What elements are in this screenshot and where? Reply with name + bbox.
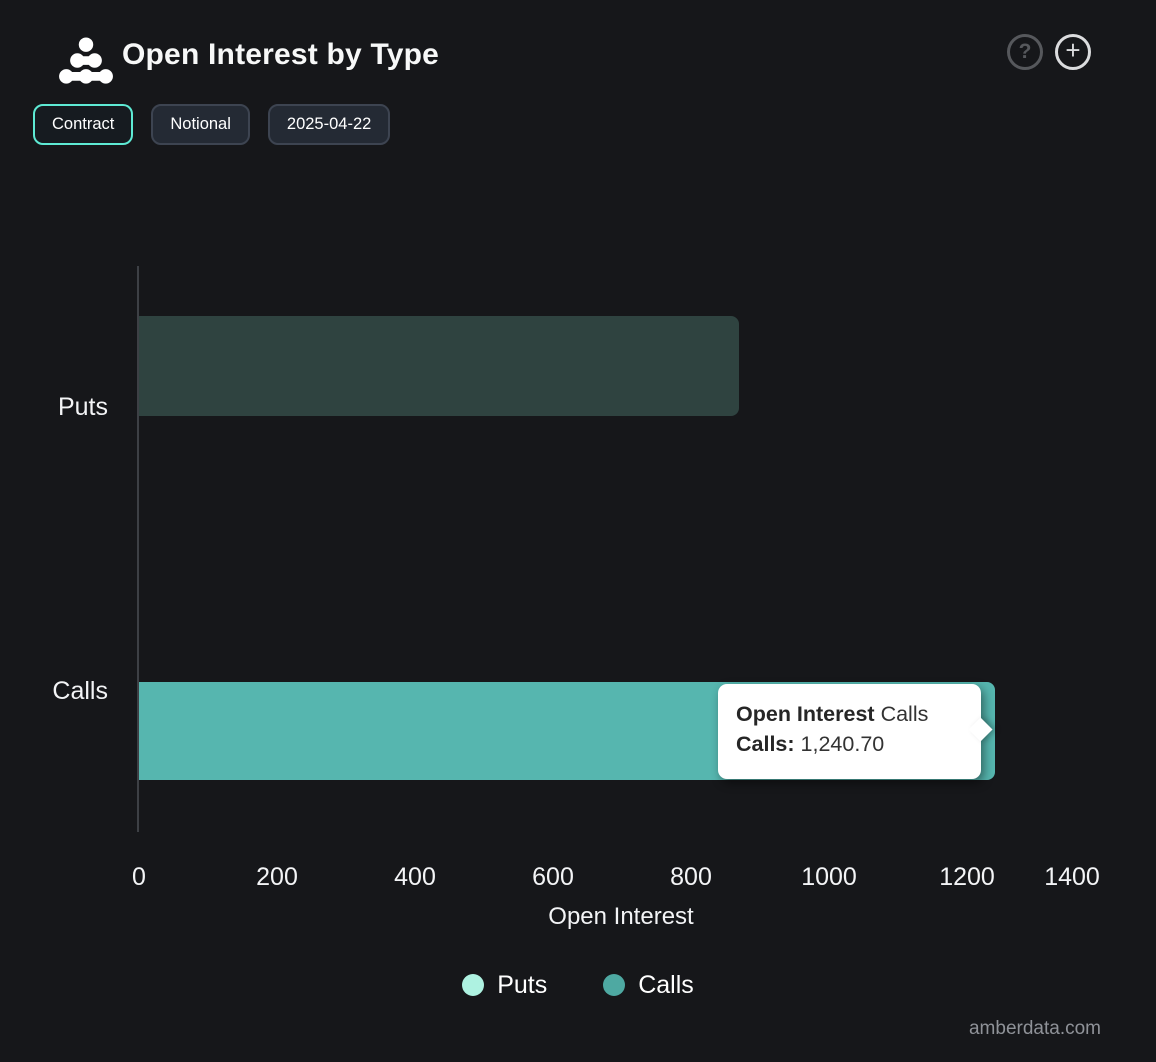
x-axis-tick: 200 — [256, 863, 298, 891]
x-axis-tick: 1000 — [801, 863, 857, 891]
amberdata-logo-icon — [59, 37, 113, 84]
y-axis-line — [137, 266, 139, 832]
tooltip-value: 1,240.70 — [800, 732, 885, 756]
chart-tooltip: Open Interest Calls Calls: 1,240.70 — [718, 684, 993, 779]
x-axis-tick: 400 — [394, 863, 436, 891]
date-filter-button[interactable]: 2025-04-22 — [267, 104, 391, 145]
category-label-puts: Puts — [57, 393, 108, 421]
contract-toggle-button[interactable]: Contract — [33, 104, 134, 145]
tooltip-series-name: Open Interest — [736, 702, 875, 726]
watermark: amberdata.com — [968, 1018, 1101, 1039]
notional-toggle-button[interactable]: Notional — [151, 104, 250, 145]
legend-label: Puts — [497, 971, 548, 999]
tooltip-value-row: Calls: 1,240.70 — [736, 729, 981, 759]
x-axis-title: Open Interest — [548, 903, 694, 930]
x-axis-tick: 600 — [532, 863, 574, 891]
legend-item-puts[interactable]: Puts — [462, 970, 547, 1000]
page-title: Open Interest by Type — [122, 38, 440, 71]
filter-button-group: Contract Notional 2025-04-22 — [33, 104, 391, 145]
x-axis-tick: 800 — [670, 863, 712, 891]
add-button[interactable]: + — [1055, 34, 1091, 70]
bar-puts[interactable] — [139, 316, 739, 416]
legend-dot-calls — [603, 974, 626, 996]
category-label-calls: Calls — [52, 677, 108, 705]
legend-item-calls[interactable]: Calls — [603, 970, 694, 1000]
help-button[interactable]: ? — [1007, 34, 1043, 70]
tooltip-value-label: Calls: — [736, 732, 795, 756]
x-axis-tick: 0 — [132, 863, 146, 891]
question-mark-icon: ? — [1018, 40, 1032, 63]
tooltip-category: Calls — [880, 702, 929, 726]
legend-label: Calls — [638, 971, 694, 999]
x-axis-tick: 1400 — [1044, 863, 1100, 891]
plus-icon: + — [1065, 35, 1081, 65]
legend-dot-puts — [462, 974, 485, 996]
chart-legend: Puts Calls — [0, 970, 1156, 1000]
x-axis-tick: 1200 — [939, 863, 995, 891]
tooltip-title-row: Open Interest Calls — [736, 699, 981, 729]
